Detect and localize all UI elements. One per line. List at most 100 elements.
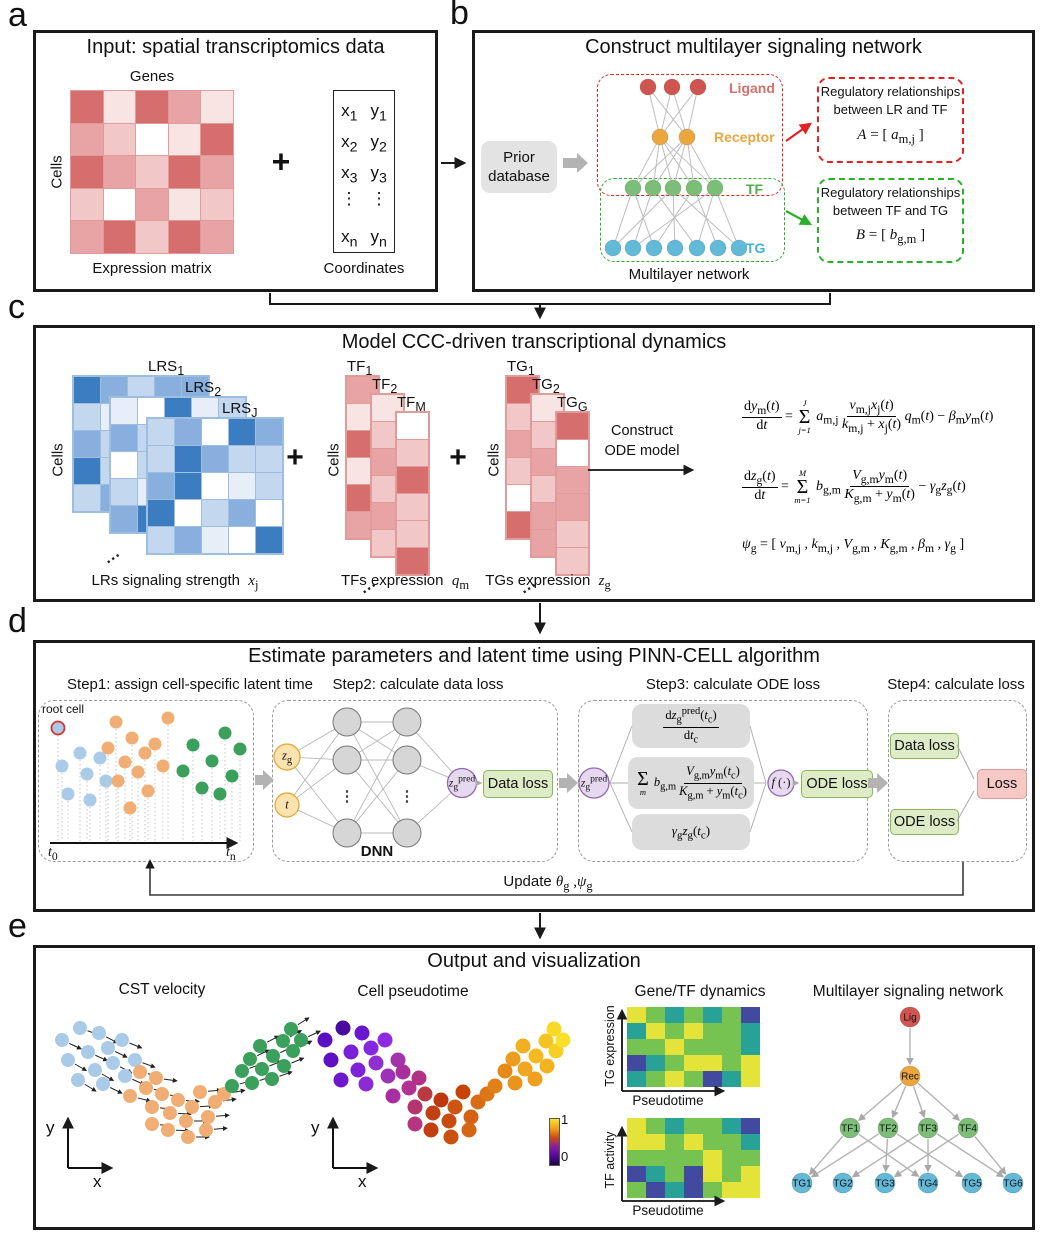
matrix-cell — [201, 91, 233, 123]
matrix-cell — [722, 1182, 741, 1198]
matrix-cell — [684, 1023, 703, 1039]
matrix-cell — [136, 188, 168, 221]
cells-label-a: Cells — [48, 155, 66, 189]
matrix-cell — [627, 1039, 646, 1055]
matrix-cell — [722, 1150, 741, 1166]
matrix-cell — [136, 91, 168, 123]
update-parameters-label: Update θg ,ψg — [503, 873, 593, 893]
matrix-cell — [557, 413, 588, 439]
data-loss-box-step4: Data loss — [890, 733, 959, 759]
stacked-matrix — [395, 411, 430, 576]
stack-label: TF2 — [372, 376, 398, 396]
matrix-cell — [665, 1182, 684, 1198]
tf-activity-axis-label: TF activity — [603, 1131, 617, 1189]
matrix-cell — [175, 500, 201, 526]
matrix-cell — [71, 123, 103, 156]
matrix-cell — [229, 473, 255, 499]
tf-tg-box-line2: between TF and TG — [832, 203, 949, 218]
matrix-cell — [741, 1023, 760, 1039]
matrix-cell — [136, 221, 168, 253]
lr-tf-box-line2: between LR and TF — [833, 102, 948, 117]
matrix-cell — [103, 123, 136, 156]
colorbar-max-label: 1 — [561, 1112, 569, 1127]
matrix-cell — [168, 221, 201, 253]
matrix-cell — [74, 377, 100, 403]
tf-caption: TFs expression qm — [340, 572, 470, 592]
multilayer-signaling-network-title: Multilayer signaling network — [812, 983, 1004, 1000]
matrix-cell — [627, 1134, 646, 1150]
ligand-layer-label: Ligand — [729, 80, 775, 96]
matrix-cell — [202, 419, 228, 445]
matrix-cell — [148, 419, 174, 445]
matrix-cell — [703, 1071, 722, 1087]
matrix-cell — [111, 479, 137, 505]
matrix-cell — [397, 413, 428, 439]
matrix-cell — [627, 1055, 646, 1071]
cell-pseudotime-title: Cell pseudotime — [357, 983, 469, 1000]
plus-sign-c2: + — [449, 441, 467, 474]
tf-tg-box-formula: B = [ bg,m ] — [855, 227, 926, 246]
plus-sign-c1: + — [286, 441, 304, 474]
matrix-cell — [136, 156, 168, 188]
coordinate-row: x3 y3 — [341, 163, 387, 187]
step1-label: Step1: assign cell-specific latent time — [67, 676, 313, 693]
matrix-cell — [256, 500, 282, 526]
matrix-cell — [148, 500, 174, 526]
matrix-cell — [202, 527, 228, 553]
stack-label: LRSJ — [222, 400, 258, 420]
matrix-cell — [103, 188, 136, 221]
coordinate-row: x1 y1 — [341, 101, 387, 125]
matrix-cell — [111, 398, 137, 424]
matrix-cell — [665, 1150, 684, 1166]
cells-label-tf: Cells — [325, 443, 343, 477]
zg-pred-label-step2: zgpred — [448, 773, 476, 793]
matrix-cell — [684, 1055, 703, 1071]
multilayer-network-caption: Multilayer network — [628, 266, 750, 283]
matrix-cell — [103, 91, 136, 123]
pseudotime-x-axis-label: x — [358, 1172, 367, 1191]
matrix-cell — [722, 1007, 741, 1023]
matrix-cell — [201, 156, 233, 188]
dnn-dots-2: ⋮ — [399, 788, 415, 805]
matrix-cell — [646, 1166, 665, 1182]
tg-caption: TGs expression zg — [485, 572, 611, 592]
matrix-cell — [741, 1182, 760, 1198]
plus-sign-a: + — [271, 143, 291, 180]
colorbar-min-label: 0 — [561, 1149, 569, 1164]
matrix-cell — [397, 494, 428, 520]
tf-tg-relationship-box: Regulatory relationships between TF and … — [817, 178, 964, 263]
matrix-cell — [71, 156, 103, 188]
matrix-cell — [627, 1166, 646, 1182]
matrix-cell — [74, 431, 100, 457]
panel-d-title: Estimate parameters and latent time usin… — [248, 645, 820, 667]
matrix-cell — [703, 1182, 722, 1198]
matrix-cell — [684, 1118, 703, 1134]
dnn-label: DNN — [360, 843, 394, 860]
matrix-cell — [71, 188, 103, 221]
coordinates-box: x1 y1 x2 y2 x3 y3 ⋮ ⋮ xn yn — [333, 90, 395, 253]
matrix-cell — [397, 440, 428, 466]
construct-ode-line2: ODE model — [604, 443, 680, 459]
stack-label: LRS1 — [148, 358, 185, 378]
matrix-cell — [148, 527, 174, 553]
matrix-cell — [722, 1071, 741, 1087]
cells-label-tg: Cells — [485, 443, 503, 477]
matrix-cell — [703, 1118, 722, 1134]
stack-label: TG2 — [532, 376, 560, 396]
step4-label: Step4: calculate loss — [887, 676, 1025, 693]
matrix-cell — [202, 446, 228, 472]
panel-tag-d: d — [8, 602, 27, 640]
data-loss-label-step2: Data loss — [487, 776, 549, 792]
coordinates-caption: Coordinates — [323, 260, 405, 277]
panel-b-title: Construct multilayer signaling network — [585, 36, 922, 58]
pseudotime-y-axis-label: y — [311, 1118, 320, 1137]
stack-label: TG1 — [507, 358, 535, 378]
matrix-cell — [256, 419, 282, 445]
data-loss-label-step4: Data loss — [894, 738, 955, 754]
stack-label: TFM — [397, 394, 426, 414]
matrix-cell — [646, 1134, 665, 1150]
matrix-cell — [741, 1134, 760, 1150]
matrix-cell — [722, 1023, 741, 1039]
pseudotime-axis-label-bottom: Pseudotime — [632, 1203, 704, 1218]
